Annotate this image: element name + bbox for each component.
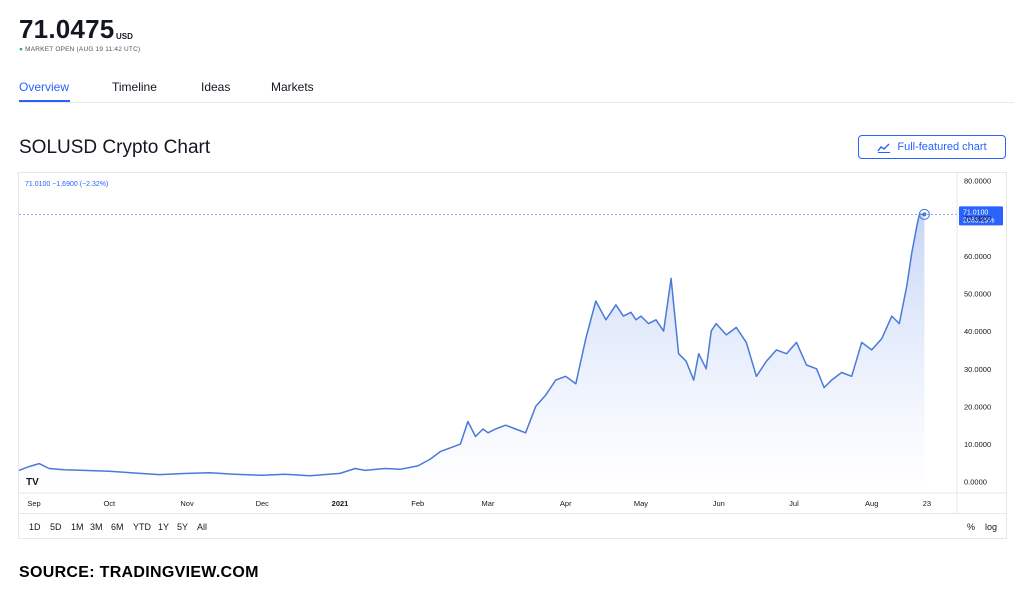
tradingview-logo-icon: TV <box>26 477 39 488</box>
tab-bar: Overview Timeline Ideas Markets <box>19 80 1014 103</box>
percent-scale-toggle[interactable]: % <box>967 522 976 532</box>
last-change-label: 2063.29% <box>963 217 995 224</box>
tab-overview[interactable]: Overview <box>19 80 70 94</box>
y-tick-label: 20.0000 <box>964 402 991 411</box>
price-line <box>19 213 925 477</box>
chart-legend: 71.0100 −1.6900 (−2.32%) <box>25 181 109 188</box>
tab-ideas[interactable]: Ideas <box>201 80 231 94</box>
x-tick-label: Aug <box>865 499 878 508</box>
source-caption: SOURCE: TRADINGVIEW.COM <box>19 564 259 581</box>
y-tick-label: 70.0000 <box>964 214 991 223</box>
y-tick-label: 60.0000 <box>964 252 991 261</box>
y-tick-label: 0.0000 <box>964 478 987 487</box>
last-point-ring <box>918 208 930 220</box>
price-area-fill <box>19 214 925 493</box>
tab-timeline[interactable]: Timeline <box>112 80 157 94</box>
y-tick-label: 30.0000 <box>964 365 991 374</box>
x-tick-label: Feb <box>411 499 424 508</box>
time-range-bar: 1D 5D 1M 3M 6M YTD 1Y 5Y All % log <box>19 513 1006 539</box>
range-1d[interactable]: 1D <box>29 522 41 532</box>
range-all[interactable]: All <box>197 522 208 532</box>
current-price: 71.0475 <box>19 14 115 44</box>
log-scale-toggle[interactable]: log <box>985 522 998 532</box>
y-tick-label: 50.0000 <box>964 289 991 298</box>
x-tick-label: Dec <box>256 499 270 508</box>
y-tick-label: 80.0000 <box>964 177 991 186</box>
full-featured-chart-button[interactable]: Full-featured chart <box>858 135 1006 159</box>
chart-title: SOLUSD Crypto Chart <box>19 137 211 158</box>
x-tick-label: Jul <box>789 499 799 508</box>
range-1m[interactable]: 1M <box>71 522 84 532</box>
last-price-badge <box>959 206 1003 226</box>
range-1y[interactable]: 1Y <box>158 522 170 532</box>
x-tick-label: Nov <box>180 499 194 508</box>
x-tick-label: 2021 <box>332 499 349 508</box>
y-tick-label: 40.0000 <box>964 327 991 336</box>
x-tick-label: Apr <box>560 499 572 508</box>
tab-markets[interactable]: Markets <box>271 80 314 94</box>
x-tick-label: Sep <box>27 499 40 508</box>
x-tick-label: 23 <box>923 499 931 508</box>
chart-widget: 71.0100 2063.29% 80.0000 70.0000 60.0000 50.… <box>18 172 1007 539</box>
market-status: ● MARKET OPEN (AUG 19 11:42 UTC) <box>19 46 140 53</box>
price-currency: USD <box>116 32 133 41</box>
range-3m[interactable]: 3M <box>90 522 103 532</box>
last-price-label: 71.0100 <box>963 209 988 216</box>
last-point-dot <box>922 212 927 217</box>
range-6m[interactable]: 6M <box>111 522 124 532</box>
x-tick-label: Oct <box>103 499 116 508</box>
x-tick-label: May <box>634 499 648 508</box>
status-dot-icon: ● <box>19 46 24 53</box>
market-status-text: MARKET OPEN (AUG 19 11:42 UTC) <box>25 46 141 53</box>
range-ytd[interactable]: YTD <box>133 522 151 532</box>
full-featured-chart-label: Full-featured chart <box>897 141 987 153</box>
y-tick-label: 10.0000 <box>964 440 991 449</box>
chart-line-icon <box>877 143 891 153</box>
x-tick-label: Mar <box>482 499 495 508</box>
range-5y[interactable]: 5Y <box>177 522 189 532</box>
range-5d[interactable]: 5D <box>50 522 62 532</box>
active-tab-indicator <box>19 100 70 102</box>
x-tick-label: Jun <box>713 499 725 508</box>
